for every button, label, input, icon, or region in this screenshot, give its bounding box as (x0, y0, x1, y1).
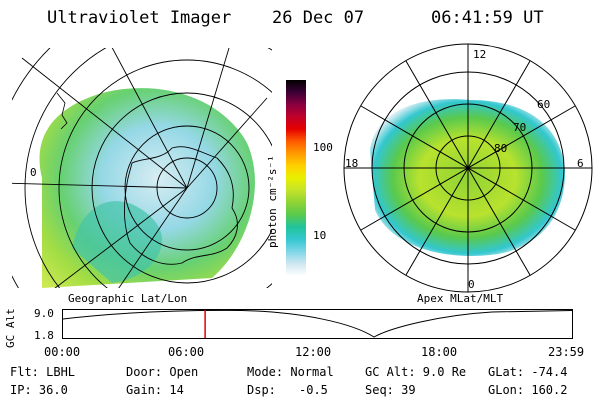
geographic-image-panel (12, 48, 272, 288)
mlt-label-0: 0 (468, 278, 475, 291)
alt-ytick-low: 1.8 (34, 329, 54, 342)
filter-info: Flt: LBHL (10, 365, 76, 379)
alt-xtick-1800: 18:00 (421, 345, 458, 359)
observation-time: 06:41:59 UT (431, 8, 544, 28)
mlt-label-12: 12 (473, 48, 487, 61)
gc-alt-info: GC Alt: 9.0 Re (365, 365, 467, 379)
geo-panel-caption: Geographic Lat/Lon (68, 292, 188, 305)
alt-plot-ylabel: GC Alt (4, 308, 17, 348)
apex-polar-image-panel (343, 43, 593, 293)
app-title: Ultraviolet Imager (47, 8, 232, 28)
aurora-emission-patch (72, 201, 163, 283)
alt-xtick-1200: 12:00 (295, 345, 332, 359)
spacecraft-altitude-plot (62, 309, 573, 339)
polar-panel-caption: Apex MLat/MLT (417, 292, 504, 305)
observation-date: 26 Dec 07 (272, 8, 365, 28)
colorbar-tick-10: 10 (313, 229, 327, 242)
mode-info: Mode: Normal (247, 365, 334, 379)
ip-info: IP: 36.0 (10, 383, 68, 397)
alt-xtick-0000: 00:00 (44, 345, 81, 359)
coastline-fragment (56, 92, 68, 130)
mlat-label-60: 60 (537, 98, 551, 111)
mlat-mlt-grid (343, 43, 593, 293)
colorbar (286, 80, 306, 276)
seq-info: Seq: 39 (365, 383, 416, 397)
glat-info: GLat: -74.4 (488, 365, 568, 379)
mlt-label-18: 18 (345, 157, 359, 170)
door-info: Door: Open (126, 365, 199, 379)
longitude-label: 0 (30, 166, 37, 179)
lat-lon-grid (12, 48, 272, 288)
alt-xtick-2359: 23:59 (548, 345, 585, 359)
mlat-label-70: 70 (513, 121, 527, 134)
antarctica-coastline (124, 146, 238, 265)
glon-info: GLon: 160.2 (488, 383, 568, 397)
alt-xtick-0600: 06:00 (168, 345, 205, 359)
mlat-label-80: 80 (494, 142, 508, 155)
gain-info: Gain: 14 (126, 383, 184, 397)
dsp-label: Dsp: (247, 383, 276, 397)
alt-ytick-high: 9.0 (34, 307, 54, 320)
colorbar-unit-label: photon cm⁻²s⁻¹ (266, 155, 279, 248)
mlt-label-6: 6 (577, 157, 584, 170)
colorbar-tick-100: 100 (313, 141, 333, 154)
dsp-value: -0.5 (299, 383, 328, 397)
altitude-curve (62, 309, 573, 338)
